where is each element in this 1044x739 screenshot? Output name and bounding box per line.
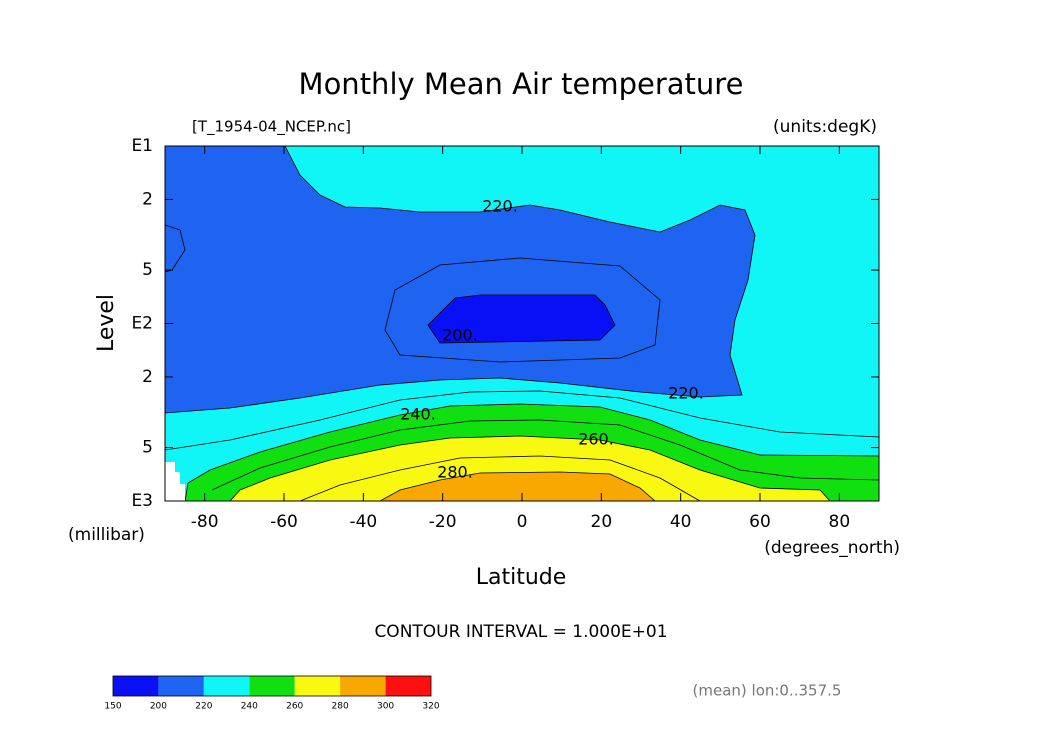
contour-line — [164, 224, 186, 273]
contour-label: 220. — [668, 384, 704, 403]
colorbar-label: 300 — [377, 702, 394, 712]
colorbar-segment — [113, 676, 159, 696]
contour-label: 260. — [578, 430, 614, 449]
x-unit-label: (degrees_north) — [764, 538, 900, 558]
x-axis-label: Latitude — [476, 565, 567, 590]
fill-region — [379, 471, 657, 502]
missing-region — [165, 462, 185, 501]
contour-fills — [164, 145, 880, 502]
y-unit-label: (millibar) — [68, 525, 145, 545]
footer: (mean) lon:0..357.5 — [693, 682, 842, 700]
colorbar-segment — [294, 676, 341, 696]
fill-region — [164, 145, 756, 414]
colorbar-segment — [385, 676, 431, 696]
contour-label: 200. — [442, 326, 478, 345]
x-tick-label: 60 — [749, 512, 771, 532]
subtitle: [T_1954-04_NCEP.nc] — [192, 118, 351, 137]
contour-line — [299, 455, 701, 502]
contour-label: 240. — [400, 405, 436, 424]
colorbar-label: 280 — [332, 702, 349, 712]
colorbar-segment — [158, 676, 204, 696]
x-tick-label: -20 — [429, 512, 457, 532]
fill-region — [229, 435, 831, 502]
colorbar-label: 320 — [422, 702, 439, 712]
x-tick-label: -40 — [349, 512, 377, 532]
contour-label: 220. — [482, 197, 518, 216]
colorbar-label: 200 — [150, 702, 167, 712]
x-tick-label: 20 — [591, 512, 613, 532]
colorbar-label: 260 — [286, 702, 303, 712]
x-tick-label: -80 — [191, 512, 219, 532]
colorbar-segment — [203, 676, 250, 696]
x-tick-label: 80 — [829, 512, 851, 532]
x-tick-label: -60 — [270, 512, 298, 532]
units-label: (units:degK) — [773, 117, 877, 137]
fill-region — [427, 294, 616, 344]
chart-title: Monthly Mean Air temperature — [299, 67, 744, 101]
y-tick-label: E3 — [131, 491, 153, 511]
colorbar-label: 240 — [241, 702, 258, 712]
contour-line — [164, 390, 880, 451]
colorbar-segment — [340, 676, 386, 696]
contour-interval-note: CONTOUR INTERVAL = 1.000E+01 — [374, 622, 667, 642]
colorbar-segment — [249, 676, 295, 696]
y-tick-label: E2 — [131, 314, 153, 334]
y-tick-label: 5 — [142, 260, 153, 280]
y-tick-label: 2 — [142, 367, 153, 387]
y-tick-label: 5 — [142, 438, 153, 458]
y-tick-label: E1 — [131, 136, 153, 156]
y-axis-label: Level — [94, 294, 119, 352]
x-tick-label: 40 — [670, 512, 692, 532]
colorbar-frame — [112, 675, 432, 697]
y-tick-label: 2 — [142, 189, 153, 209]
x-tick-label: 0 — [517, 512, 528, 532]
contour-line — [384, 257, 661, 363]
colorbar-label: 220 — [195, 702, 212, 712]
contour-label: 280. — [437, 463, 473, 482]
contour-line — [211, 419, 880, 491]
colorbar-label: 150 — [104, 702, 121, 712]
